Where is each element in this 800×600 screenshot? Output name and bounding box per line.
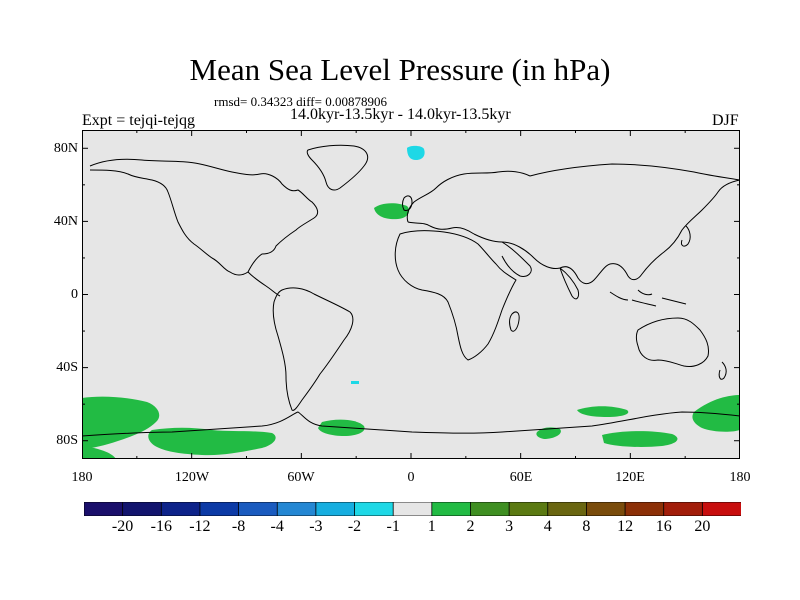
colorbar-swatch <box>470 502 511 516</box>
x-tick-label-120w: 120W <box>174 470 210 485</box>
colorbar-label: 4 <box>543 518 552 535</box>
coastline-indonesia <box>609 289 687 307</box>
colorbar-swatch <box>238 502 279 516</box>
x-tick-label-0: 0 <box>407 470 415 485</box>
colorbar-label: 2 <box>466 518 475 535</box>
experiment-label: Expt = tejqi-tejqg <box>82 112 195 129</box>
coastline-asia <box>473 163 740 285</box>
colorbar-swatch <box>431 502 472 516</box>
y-tick-label-80n: 80N <box>53 141 78 156</box>
coastline-central-america <box>247 271 281 297</box>
y-tick-label-eq: 0 <box>71 287 78 302</box>
x-tick-label-180w: 180 <box>71 470 93 485</box>
colorbar-swatch <box>663 502 704 516</box>
colorbar <box>84 502 741 516</box>
colorbar-label: 8 <box>582 518 591 535</box>
anomaly-patch-south-atlantic <box>351 381 359 384</box>
x-tick-label-180e: 180 <box>729 470 751 485</box>
colorbar-label: -4 <box>270 518 284 535</box>
colorbar-label: 12 <box>617 518 634 535</box>
colorbar-label: 16 <box>655 518 672 535</box>
coastline-uk <box>402 195 413 211</box>
coastline-australia <box>636 317 709 367</box>
season-label: DJF <box>712 112 739 129</box>
colorbar-label: -2 <box>347 518 362 535</box>
colorbar-swatch <box>276 502 317 516</box>
coastline-japan <box>681 225 691 247</box>
coastlines <box>82 144 740 459</box>
colorbar-swatch <box>199 502 240 516</box>
coastline-africa <box>394 230 517 361</box>
map-background <box>82 130 740 459</box>
period-line: 14.0kyr-13.5kyr - 14.0kyr-13.5kyr <box>290 106 511 123</box>
colorbar-label: -16 <box>150 518 172 535</box>
colorbar-swatch <box>122 502 163 516</box>
colorbar-swatch <box>586 502 626 516</box>
x-tick-label-120e: 120E <box>615 470 645 485</box>
y-tick-label-40s: 40S <box>56 360 78 375</box>
y-tick-label-40n: 40N <box>53 214 78 229</box>
colorbar-swatch <box>624 502 665 516</box>
axis-ticks <box>82 130 740 459</box>
colorbar-swatch <box>160 502 201 516</box>
colorbar-label: -8 <box>231 518 246 535</box>
coastline-india <box>559 267 579 300</box>
colorbar-swatch <box>701 502 741 516</box>
anomaly-patch-arctic-greenland <box>407 145 425 160</box>
colorbar-label: -3 <box>309 518 323 535</box>
anomaly-patch-drake-passage <box>148 427 276 456</box>
coastline-south-america <box>272 287 354 411</box>
colorbar-swatch <box>84 502 124 516</box>
x-tick-label-60e: 60E <box>509 470 533 485</box>
anomaly-patch-south-east <box>602 431 678 447</box>
anomaly-patch-south-pacific-lower <box>82 448 116 459</box>
anomaly-patch-indian-ocean <box>577 406 629 417</box>
coastline-new-zealand <box>718 361 727 380</box>
colorbar-label: -1 <box>386 518 400 535</box>
colorbar-swatch <box>315 502 356 516</box>
colorbar-label: 20 <box>694 518 711 535</box>
coastline-antarctica <box>82 411 740 459</box>
colorbar-swatch <box>508 502 549 516</box>
coastline-north-america <box>89 158 319 276</box>
colorbar-swatch <box>392 502 433 516</box>
coastline-madagascar <box>509 311 520 332</box>
plot-title: Mean Sea Level Pressure (in hPa) <box>189 52 611 87</box>
coastline-arabia <box>501 241 532 277</box>
x-tick-label-60w: 60W <box>287 470 315 485</box>
colorbar-swatch <box>547 502 588 516</box>
colorbar-label: 1 <box>427 518 436 535</box>
anomaly-patch-weddell <box>318 419 365 436</box>
colorbar-label: 3 <box>505 518 514 535</box>
map-panel <box>82 130 740 459</box>
coastline-europe <box>406 170 531 235</box>
stats-line: rmsd= 0.34323 diff= 0.00878906 <box>214 94 387 109</box>
colorbar-swatch <box>354 502 395 516</box>
colorbar-label: -20 <box>111 518 134 535</box>
y-tick-label-80s: 80S <box>56 433 78 448</box>
anomaly-patch-east-antarctica <box>536 427 561 439</box>
colorbar-label: -12 <box>189 518 211 535</box>
anomaly-patch-north-atlantic <box>374 203 410 220</box>
coastline-greenland <box>306 144 369 191</box>
